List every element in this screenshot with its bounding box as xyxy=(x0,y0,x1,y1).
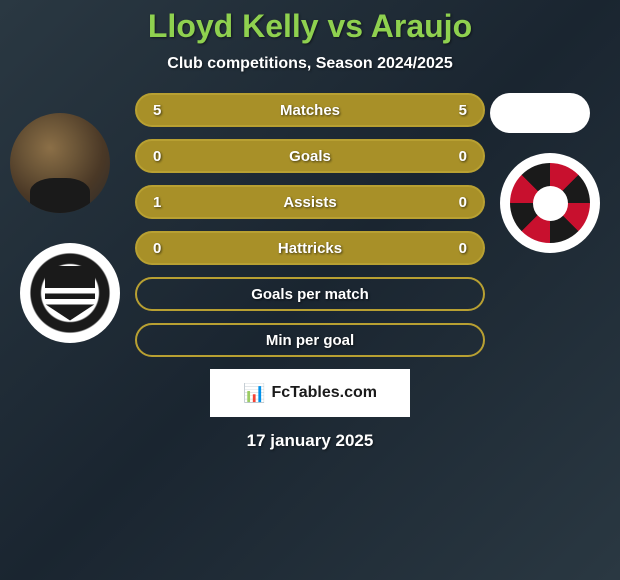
stat-left-value: 0 xyxy=(153,240,161,257)
comparison-subtitle: Club competitions, Season 2024/2025 xyxy=(0,55,620,73)
stat-right-value: 0 xyxy=(459,148,467,165)
player1-avatar xyxy=(10,113,110,213)
chart-icon: 📊 xyxy=(243,383,265,404)
comparison-title: Lloyd Kelly vs Araujo xyxy=(0,0,620,45)
stat-row-goals-per-match: Goals per match xyxy=(135,277,485,311)
stat-left-value: 1 xyxy=(153,194,161,211)
player2-avatar xyxy=(490,93,590,133)
player1-club-badge xyxy=(20,243,120,343)
branding-banner[interactable]: 📊 FcTables.com xyxy=(210,369,410,417)
stat-label: Matches xyxy=(280,102,340,119)
bournemouth-wheel-icon xyxy=(510,163,590,243)
stat-label: Goals per match xyxy=(251,286,369,303)
stat-label: Hattricks xyxy=(278,240,342,257)
bournemouth-center-icon xyxy=(533,186,568,221)
stats-container: 5 Matches 5 0 Goals 0 1 Assists 0 0 Hatt… xyxy=(135,93,485,357)
stat-left-value: 5 xyxy=(153,102,161,119)
snapshot-date: 17 january 2025 xyxy=(0,431,620,451)
stat-right-value: 5 xyxy=(459,102,467,119)
stat-row-hattricks: 0 Hattricks 0 xyxy=(135,231,485,265)
stat-right-value: 0 xyxy=(459,240,467,257)
stat-right-value: 0 xyxy=(459,194,467,211)
stat-left-value: 0 xyxy=(153,148,161,165)
newcastle-shield-icon xyxy=(45,266,95,321)
stat-row-assists: 1 Assists 0 xyxy=(135,185,485,219)
branding-text: FcTables.com xyxy=(271,384,377,402)
stat-row-goals: 0 Goals 0 xyxy=(135,139,485,173)
stat-label: Goals xyxy=(289,148,331,165)
stat-row-min-per-goal: Min per goal xyxy=(135,323,485,357)
stat-label: Min per goal xyxy=(266,332,354,349)
player2-club-badge xyxy=(500,153,600,253)
content-area: 5 Matches 5 0 Goals 0 1 Assists 0 0 Hatt… xyxy=(0,93,620,451)
stat-row-matches: 5 Matches 5 xyxy=(135,93,485,127)
stat-label: Assists xyxy=(283,194,336,211)
